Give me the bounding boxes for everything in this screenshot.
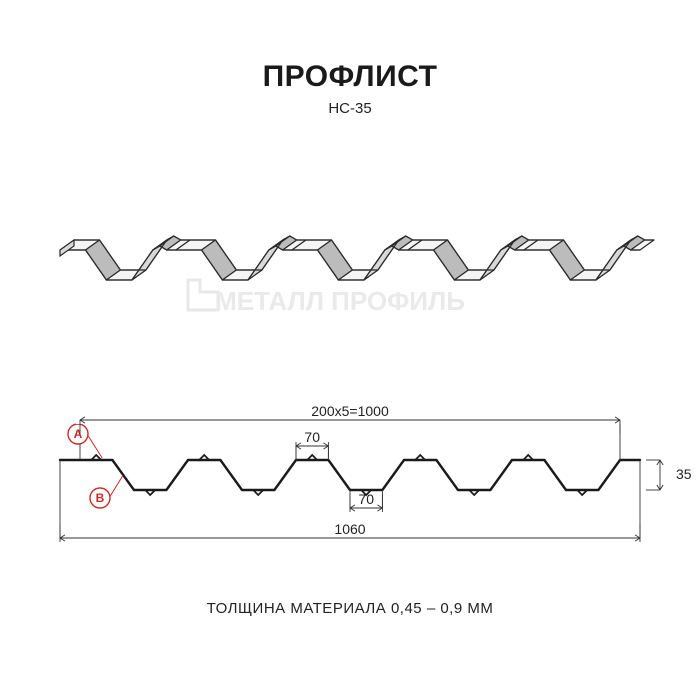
watermark: МЕТАЛЛ ПРОФИЛЬ: [188, 280, 465, 316]
cross-section: 200х5=10007070106035AB200х5=1000: [60, 403, 692, 542]
diagram-canvas: МЕТАЛЛ ПРОФИЛЬ 200х5=10007070106035AB200…: [0, 0, 700, 700]
svg-text:70: 70: [358, 491, 374, 507]
svg-text:200х5=1000: 200х5=1000: [311, 403, 389, 419]
svg-text:70: 70: [304, 429, 320, 445]
isometric-profile: [60, 236, 654, 280]
svg-text:B: B: [96, 491, 105, 505]
svg-text:A: A: [74, 427, 83, 441]
svg-text:МЕТАЛЛ ПРОФИЛЬ: МЕТАЛЛ ПРОФИЛЬ: [215, 286, 465, 316]
svg-text:1060: 1060: [334, 521, 365, 537]
svg-text:35: 35: [676, 466, 692, 482]
